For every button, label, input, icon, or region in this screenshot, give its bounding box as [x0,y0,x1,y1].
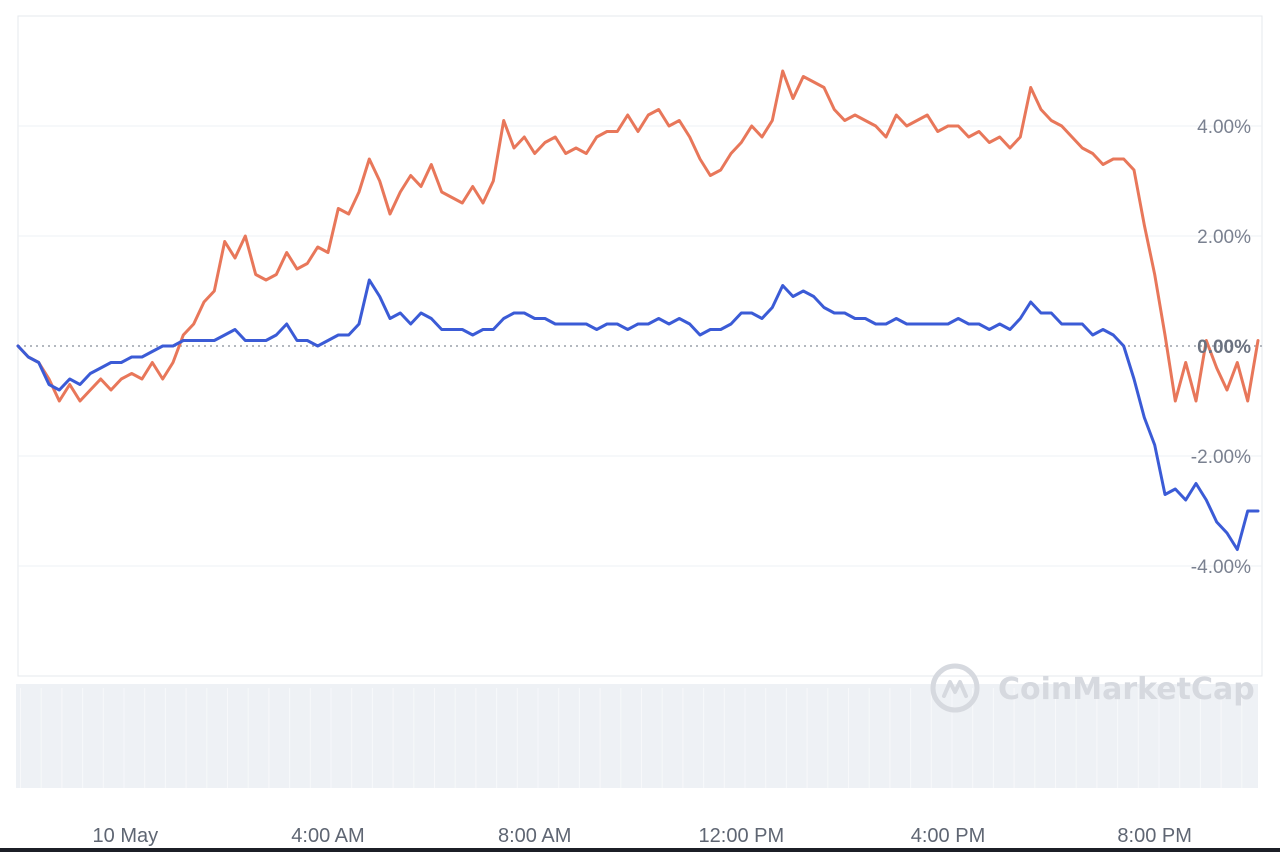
volume-bar [889,688,891,788]
volume-bar [475,688,477,788]
volume-bar [392,688,394,788]
x-tick-label: 10 May [93,825,159,847]
y-tick-label: -4.00% [1191,557,1251,578]
volume-strip [16,684,1258,788]
volume-bar [910,688,912,788]
volume-bar [123,688,125,788]
volume-bar [951,688,953,788]
volume-bar [144,688,146,788]
x-tick-label: 12:00 PM [699,825,785,847]
volume-bar [1199,688,1201,788]
bottom-edge [0,848,1280,852]
volume-bar [703,688,705,788]
volume-bar [1137,688,1139,788]
coinmarketcap-watermark: CoinMarketCap [930,663,1255,713]
y-tick-label: 2.00% [1197,227,1251,248]
volume-bar [661,688,663,788]
volume-strip-bars [20,688,1243,788]
volume-bar [351,688,353,788]
volume-bar [1179,688,1181,788]
volume-bar [972,688,974,788]
volume-bar [765,688,767,788]
volume-bar [806,688,808,788]
volume-bar [744,688,746,788]
volume-bar [682,688,684,788]
volume-bar [434,688,435,788]
series-line-blue [16,278,1260,551]
volume-bar [371,688,373,788]
volume-bar [723,688,725,788]
volume-bar [641,688,642,788]
volume-bar [1013,688,1015,788]
volume-bar [309,688,311,788]
volume-bar [1220,688,1222,788]
volume-bar [268,688,270,788]
y-tick-label: 0.00% [1197,337,1251,358]
watermark-text: CoinMarketCap [998,672,1255,707]
x-tick-label: 4:00 AM [291,825,364,847]
volume-bar [1075,688,1077,788]
volume-bar [848,688,849,788]
volume-bar [599,688,601,788]
volume-bar [164,688,166,788]
volume-bar [102,688,104,788]
volume-bar [1034,688,1036,788]
x-tick-label: 4:00 PM [911,825,985,847]
volume-bar [227,688,228,788]
volume-bar [247,688,249,788]
volume-bar [1055,688,1056,788]
volume-bar [413,688,415,788]
volume-bar [1117,688,1119,788]
series-lines [16,69,1260,551]
volume-bar [330,688,332,788]
x-tick-label: 8:00 PM [1117,825,1191,847]
y-axis-ticks: 4.00% 2.00% 0.00% -2.00% -4.00% [1191,117,1251,578]
volume-bar [992,688,994,788]
series-line-orange [16,69,1260,403]
y-tick-label: -2.00% [1191,447,1251,468]
volume-bar [516,688,518,788]
volume-bar [1241,688,1243,788]
volume-bar [578,688,580,788]
volume-bar [40,688,42,788]
volume-bar [827,688,829,788]
volume-bar [20,688,21,788]
volume-bar [82,688,84,788]
volume-bar [1158,688,1160,788]
coinmarketcap-logo-icon [930,663,980,713]
volume-bar [454,688,456,788]
volume-bar [61,688,63,788]
volume-bar [1096,688,1098,788]
y-tick-label: 4.00% [1197,117,1251,138]
volume-bar [785,688,787,788]
volume-bar [930,688,932,788]
volume-bar [537,688,539,788]
volume-bar [868,688,870,788]
x-axis-ticks: 10 May 4:00 AM 8:00 AM 12:00 PM 4:00 PM 8:00 … [93,825,1192,847]
volume-bar [620,688,622,788]
x-tick-label: 8:00 AM [498,825,571,847]
volume-bar [185,688,187,788]
volume-bar [496,688,498,788]
volume-bar [558,688,560,788]
volume-bar [206,688,208,788]
volume-bar [289,688,291,788]
